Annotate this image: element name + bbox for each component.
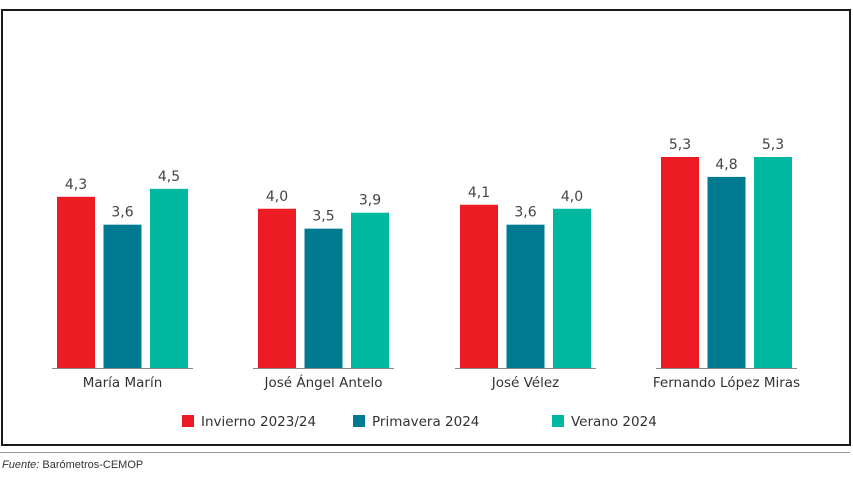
- bar-chart: 4,3 3,6 4,5 María Marín 4,0 3,5 3,9 José Ángel …: [52, 137, 800, 430]
- data-label: 3,6: [111, 205, 133, 221]
- bar: [258, 208, 296, 368]
- category-label: José Ángel Antelo: [264, 374, 383, 391]
- bar: [351, 212, 389, 368]
- bar: [304, 228, 343, 368]
- data-label: 3,6: [514, 205, 536, 221]
- divider: [0, 452, 850, 453]
- data-label: 4,0: [561, 189, 583, 205]
- data-label: 4,5: [158, 169, 180, 185]
- bar: [506, 224, 545, 368]
- legend-label: Invierno 2023/24: [201, 414, 316, 430]
- legend-label: Verano 2024: [571, 414, 657, 430]
- source-text: Barómetros-CEMOP: [42, 459, 144, 471]
- bar: [460, 204, 498, 368]
- bar: [661, 157, 699, 368]
- data-label: 4,3: [65, 177, 87, 193]
- source-label: Fuente:: [2, 459, 40, 471]
- data-label: 5,3: [762, 137, 784, 153]
- legend-swatch: [353, 415, 365, 427]
- data-label: 3,5: [312, 209, 334, 225]
- data-label: 4,8: [715, 157, 737, 173]
- bar: [103, 224, 142, 368]
- source-note: Fuente: Barómetros-CEMOP: [2, 459, 143, 471]
- data-label: 4,0: [266, 189, 288, 205]
- bar: [553, 208, 591, 368]
- data-label: 3,9: [359, 193, 381, 209]
- bar: [754, 157, 792, 368]
- category-label: José Vélez: [491, 375, 560, 391]
- bar: [150, 188, 188, 368]
- category-label: María Marín: [83, 375, 163, 391]
- data-label: 4,1: [468, 185, 490, 201]
- legend-label: Primavera 2024: [372, 414, 479, 430]
- legend-swatch: [182, 415, 194, 427]
- bar: [707, 176, 746, 368]
- data-label: 5,3: [669, 137, 691, 153]
- category-label: Fernando López Miras: [653, 375, 800, 391]
- bar: [57, 196, 95, 368]
- legend-swatch: [552, 415, 564, 427]
